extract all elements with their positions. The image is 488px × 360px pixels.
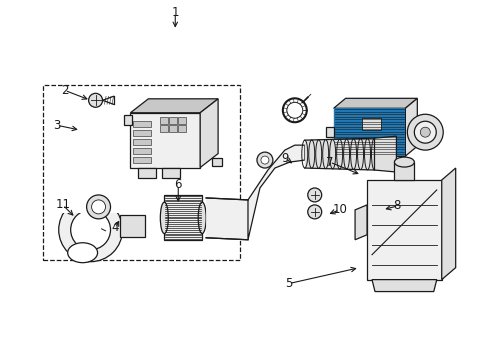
Text: 9: 9 (281, 152, 288, 165)
Bar (160, 117, 168, 124)
Text: 3: 3 (53, 119, 61, 132)
Text: 5: 5 (285, 277, 292, 290)
Bar (133, 157, 151, 163)
Polygon shape (366, 180, 441, 280)
Circle shape (413, 121, 435, 143)
Bar (133, 130, 151, 136)
Circle shape (420, 127, 429, 137)
Ellipse shape (394, 157, 413, 167)
Ellipse shape (160, 202, 168, 234)
Bar (133, 139, 151, 145)
Polygon shape (333, 98, 416, 108)
Text: 11: 11 (55, 198, 70, 211)
Text: 8: 8 (393, 199, 400, 212)
Bar (162, 167, 180, 177)
Bar (133, 121, 151, 127)
Text: 1: 1 (171, 6, 179, 19)
Bar (133, 148, 151, 154)
Polygon shape (200, 99, 218, 167)
Bar (169, 125, 177, 132)
Bar (120, 215, 145, 237)
Circle shape (59, 198, 122, 262)
Bar (212, 158, 222, 166)
Polygon shape (371, 280, 436, 292)
Bar (363, 156, 375, 162)
Bar (394, 162, 413, 180)
Circle shape (71, 210, 110, 250)
Circle shape (307, 205, 321, 219)
Bar (325, 127, 333, 137)
Bar (343, 156, 358, 164)
Bar (42, 85, 240, 260)
Polygon shape (206, 198, 247, 240)
Text: 7: 7 (325, 156, 333, 168)
Ellipse shape (67, 243, 98, 263)
Polygon shape (333, 108, 405, 156)
Polygon shape (333, 108, 405, 156)
Bar (138, 167, 156, 177)
Ellipse shape (198, 202, 206, 234)
Text: 4: 4 (112, 221, 119, 234)
Bar (164, 195, 202, 240)
Text: 2: 2 (61, 84, 68, 97)
Bar (124, 115, 132, 125)
Polygon shape (441, 168, 455, 280)
Bar (178, 125, 186, 132)
Circle shape (261, 156, 268, 164)
Circle shape (86, 195, 110, 219)
Bar (178, 117, 186, 124)
Text: 10: 10 (331, 203, 346, 216)
Circle shape (407, 114, 442, 150)
Bar (46, 173, 135, 213)
Polygon shape (130, 99, 218, 113)
Circle shape (91, 200, 105, 214)
Polygon shape (405, 98, 416, 156)
Bar (169, 117, 177, 124)
Text: 6: 6 (174, 179, 182, 192)
Bar (361, 118, 381, 130)
Polygon shape (354, 205, 366, 240)
Bar (160, 125, 168, 132)
Circle shape (256, 152, 272, 168)
Circle shape (96, 216, 110, 230)
Polygon shape (130, 113, 200, 167)
Circle shape (88, 93, 102, 107)
Polygon shape (374, 136, 396, 172)
Circle shape (307, 188, 321, 202)
Polygon shape (304, 138, 374, 170)
Polygon shape (247, 145, 304, 240)
